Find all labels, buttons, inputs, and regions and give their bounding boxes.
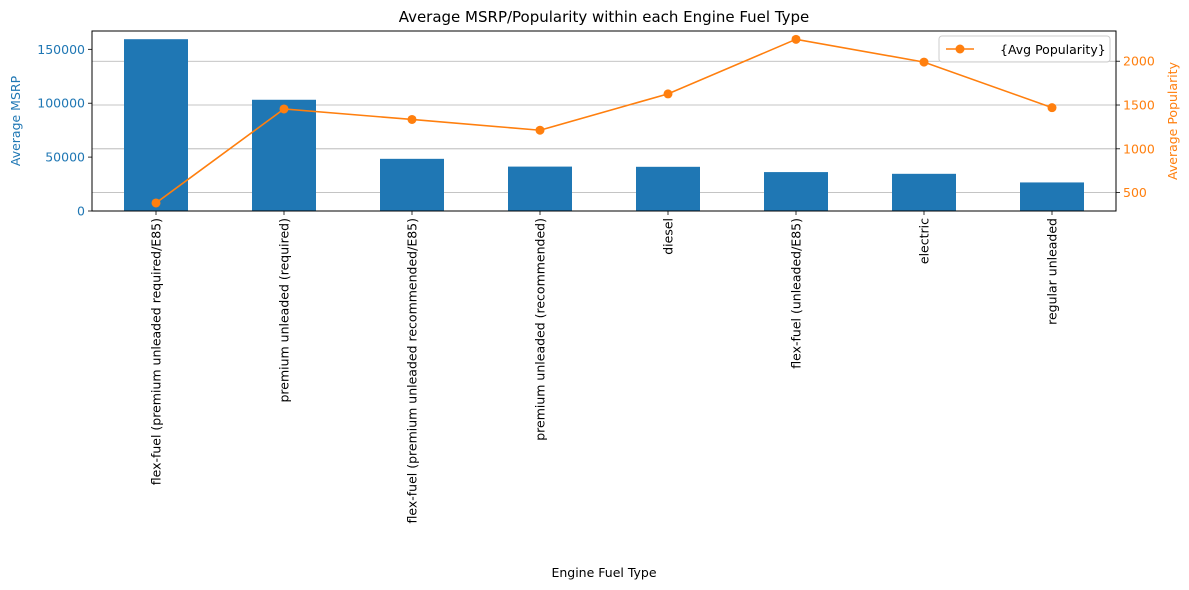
popularity-point [919, 57, 929, 67]
popularity-line-series [151, 34, 1057, 208]
x-tick-label: regular unleaded [1045, 218, 1060, 325]
legend-label: {Avg Popularity} [1000, 42, 1106, 57]
x-tick-label: flex-fuel (unleaded/E85) [789, 218, 804, 369]
x-tick-label: premium unleaded (recommended) [533, 218, 548, 441]
grid-lines [92, 60, 1116, 194]
x-tick-label: electric [917, 218, 932, 264]
popularity-line [155, 38, 1053, 204]
bar [892, 173, 956, 211]
bar [636, 166, 700, 211]
popularity-point [279, 104, 289, 114]
bar [764, 172, 828, 211]
popularity-point [791, 34, 801, 44]
bars [124, 39, 1084, 211]
plot-frame [91, 30, 1117, 212]
left-axis: 0 50000 100000 150000 [37, 42, 92, 219]
bar [1020, 182, 1084, 211]
left-tick-label: 150000 [37, 42, 85, 57]
left-tick-label: 50000 [45, 150, 85, 165]
x-axis-title: Engine Fuel Type [551, 565, 656, 580]
left-tick-label: 100000 [37, 96, 85, 111]
right-tick-label: 1000 [1123, 141, 1155, 156]
bar [380, 158, 444, 211]
popularity-point [535, 125, 545, 135]
popularity-point [1047, 103, 1057, 113]
bar [252, 99, 316, 211]
x-tick-label: diesel [661, 218, 676, 255]
bar [508, 166, 572, 211]
left-axis-title: Average MSRP [8, 75, 23, 166]
chart-title: Average MSRP/Popularity within each Engi… [399, 8, 810, 26]
legend-box [938, 35, 1111, 63]
popularity-point [407, 114, 417, 124]
right-tick-label: 1500 [1123, 98, 1155, 113]
legend-marker [955, 44, 965, 54]
x-axis: flex-fuel (premium unleaded required/E85… [149, 211, 1060, 524]
popularity-point [151, 198, 161, 208]
right-axis: 500 1000 1500 2000 [1116, 54, 1155, 200]
x-tick-label: premium unleaded (required) [277, 218, 292, 403]
right-tick-label: 500 [1123, 185, 1147, 200]
bar [124, 39, 188, 211]
right-axis-title: Average Popularity [1165, 61, 1180, 180]
x-tick-label: flex-fuel (premium unleaded required/E85… [149, 218, 164, 485]
left-tick-label: 0 [77, 204, 85, 219]
legend: {Avg Popularity} [938, 35, 1111, 63]
popularity-point [663, 89, 673, 99]
right-tick-label: 2000 [1123, 54, 1155, 69]
x-tick-label: flex-fuel (premium unleaded recommended/… [405, 218, 420, 524]
